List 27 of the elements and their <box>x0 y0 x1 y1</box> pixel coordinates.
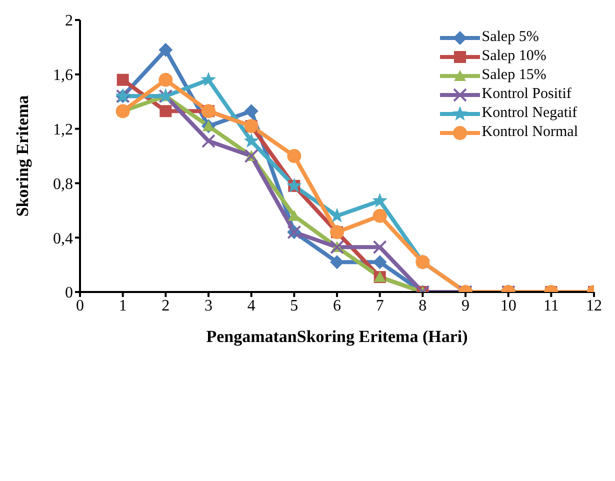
y-tick-label: 1,6 <box>53 67 73 84</box>
x-tick-label: 1 <box>118 297 127 314</box>
x-tick-label: 4 <box>247 297 256 314</box>
x-axis-title: PengamatanSkoring Eritema (Hari) <box>206 327 468 346</box>
x-tick-label: 7 <box>376 297 384 314</box>
legend-label: Kontrol Positif <box>482 86 572 103</box>
legend-label: Salep 15% <box>482 67 546 84</box>
x-tick-label: 12 <box>586 297 602 314</box>
x-tick-label: 3 <box>204 297 212 314</box>
y-tick-label: 0,4 <box>53 230 73 248</box>
legend-label: Salep 5% <box>482 29 539 46</box>
y-tick-label: 1,2 <box>53 121 73 138</box>
y-tick-label: 0 <box>65 284 73 302</box>
x-tick-label: 0 <box>76 297 84 314</box>
legend-label: Kontrol Normal <box>482 124 578 141</box>
y-tick-label: 0,8 <box>53 176 73 193</box>
legend-label: Kontrol Negatif <box>482 105 578 122</box>
x-tick-label: 10 <box>500 297 516 314</box>
x-tick-label: 8 <box>418 297 427 314</box>
y-tick-label: 2 <box>65 12 73 30</box>
legend-label: Salep 10% <box>482 48 546 65</box>
x-tick-label: 6 <box>333 297 341 314</box>
x-tick-label: 5 <box>290 297 298 314</box>
x-tick-label: 9 <box>462 297 470 314</box>
x-tick-label: 11 <box>543 297 559 314</box>
x-tick-label: 2 <box>162 297 170 314</box>
y-axis-title: Skoring Eritema <box>13 94 32 217</box>
